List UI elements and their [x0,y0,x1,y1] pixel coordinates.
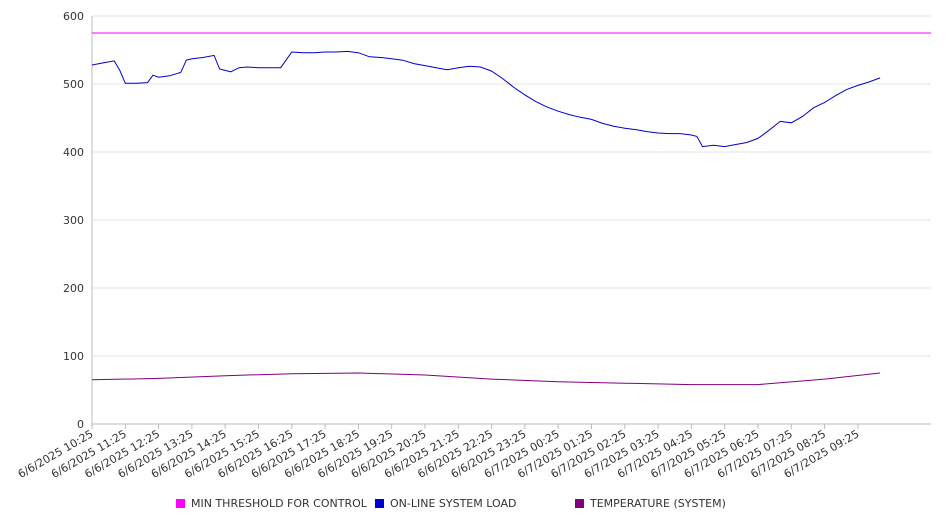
legend-swatch-system-load [375,499,384,508]
legend-swatch-min-threshold [176,499,185,508]
y-tick-label-100: 100 [63,350,84,363]
axes [91,16,931,429]
legend: MIN THRESHOLD FOR CONTROL ON-LINE SYSTEM… [0,497,946,515]
y-tick-label-400: 400 [63,146,84,159]
y-tick-label-200: 200 [63,282,84,295]
legend-label-system-load: ON-LINE SYSTEM LOAD [390,497,517,510]
y-tick-label-600: 600 [63,10,84,23]
x-axis-tick-labels: 6/6/2025 10:256/6/2025 11:256/6/2025 12:… [16,427,862,481]
legend-item-min-threshold: MIN THRESHOLD FOR CONTROL [176,497,367,510]
legend-item-system-load: ON-LINE SYSTEM LOAD [375,497,516,510]
y-tick-label-300: 300 [63,214,84,227]
y-tick-label-0: 0 [77,418,84,431]
gridlines [92,15,931,357]
legend-label-temperature: TEMPERATURE (SYSTEM) [590,497,726,510]
line-chart: 0 100 200 300 400 500 600 6/6/2025 10:256/6/20… [16,10,931,481]
series-line-1 [92,50,881,148]
series-line-2 [92,372,881,386]
legend-label-min-threshold: MIN THRESHOLD FOR CONTROL [191,497,367,510]
legend-item-temperature: TEMPERATURE (SYSTEM) [575,497,726,510]
series-lines [92,32,931,386]
y-tick-label-500: 500 [63,78,84,91]
legend-swatch-temperature [575,499,584,508]
y-axis-tick-labels: 0 100 200 300 400 500 600 [63,10,84,431]
